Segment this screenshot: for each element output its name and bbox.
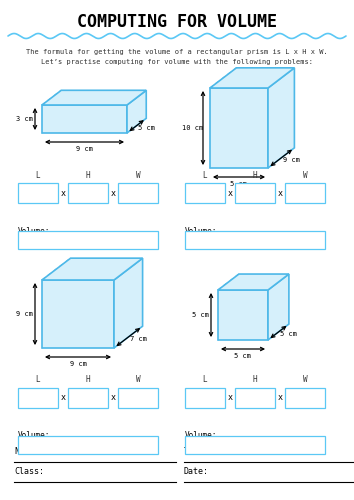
Bar bbox=[185, 231, 325, 249]
Text: H: H bbox=[253, 170, 257, 179]
Text: W: W bbox=[136, 170, 140, 179]
Polygon shape bbox=[127, 90, 146, 133]
Bar bbox=[235, 183, 275, 203]
Text: Volume:: Volume: bbox=[185, 226, 217, 235]
Text: 9 cm: 9 cm bbox=[76, 146, 93, 152]
Text: H: H bbox=[86, 170, 90, 179]
Bar bbox=[18, 388, 58, 408]
Text: Let’s practise computing for volume with the following problems:: Let’s practise computing for volume with… bbox=[41, 59, 313, 65]
Text: 7 cm: 7 cm bbox=[130, 336, 147, 342]
Bar bbox=[18, 231, 158, 249]
Bar bbox=[185, 388, 225, 408]
Text: 5 cm: 5 cm bbox=[138, 124, 155, 130]
Bar bbox=[18, 436, 158, 454]
Text: L: L bbox=[36, 170, 40, 179]
Text: x: x bbox=[110, 394, 115, 402]
Polygon shape bbox=[42, 258, 143, 280]
Polygon shape bbox=[268, 274, 289, 340]
Polygon shape bbox=[42, 105, 127, 133]
Bar bbox=[185, 436, 325, 454]
Text: x: x bbox=[61, 188, 65, 198]
Text: Class:: Class: bbox=[14, 468, 44, 476]
Polygon shape bbox=[218, 290, 268, 340]
Text: 10 cm: 10 cm bbox=[182, 125, 204, 131]
Bar bbox=[18, 183, 58, 203]
Bar bbox=[235, 388, 275, 408]
Polygon shape bbox=[42, 90, 146, 105]
Text: 9 cm: 9 cm bbox=[17, 311, 34, 317]
Text: Volume:: Volume: bbox=[18, 432, 50, 440]
Polygon shape bbox=[114, 258, 143, 348]
Bar bbox=[68, 388, 108, 408]
Bar bbox=[68, 183, 108, 203]
Text: W: W bbox=[303, 170, 307, 179]
Text: Date:: Date: bbox=[184, 468, 209, 476]
Text: Teacher:: Teacher: bbox=[184, 448, 224, 456]
Bar bbox=[285, 388, 325, 408]
Text: Volume:: Volume: bbox=[18, 226, 50, 235]
Bar bbox=[118, 183, 158, 203]
Polygon shape bbox=[210, 88, 268, 168]
Text: L: L bbox=[36, 376, 40, 384]
Polygon shape bbox=[42, 280, 114, 348]
Text: 5 cm: 5 cm bbox=[193, 312, 210, 318]
Text: 5 cm: 5 cm bbox=[230, 181, 247, 187]
Text: L: L bbox=[203, 170, 207, 179]
Text: x: x bbox=[228, 188, 233, 198]
Text: 5 cm: 5 cm bbox=[280, 331, 297, 337]
Bar bbox=[185, 183, 225, 203]
Bar bbox=[118, 388, 158, 408]
Text: H: H bbox=[86, 376, 90, 384]
Text: x: x bbox=[278, 394, 282, 402]
Text: 3 cm: 3 cm bbox=[17, 116, 34, 122]
Polygon shape bbox=[218, 274, 289, 290]
Text: The formula for getting the volume of a rectangular prism is L x H x W.: The formula for getting the volume of a … bbox=[26, 49, 328, 55]
Text: x: x bbox=[278, 188, 282, 198]
Text: Name:: Name: bbox=[14, 448, 39, 456]
Polygon shape bbox=[210, 68, 295, 88]
Text: x: x bbox=[110, 188, 115, 198]
Text: W: W bbox=[136, 376, 140, 384]
Text: x: x bbox=[61, 394, 65, 402]
Text: W: W bbox=[303, 376, 307, 384]
Text: 9 cm: 9 cm bbox=[283, 157, 300, 163]
Bar bbox=[285, 183, 325, 203]
Text: COMPUTING FOR VOLUME: COMPUTING FOR VOLUME bbox=[77, 13, 277, 31]
Text: H: H bbox=[253, 376, 257, 384]
Text: 9 cm: 9 cm bbox=[69, 361, 86, 367]
Text: L: L bbox=[203, 376, 207, 384]
Text: Volume:: Volume: bbox=[185, 432, 217, 440]
Polygon shape bbox=[268, 68, 295, 168]
Text: x: x bbox=[228, 394, 233, 402]
Text: 5 cm: 5 cm bbox=[234, 353, 251, 359]
